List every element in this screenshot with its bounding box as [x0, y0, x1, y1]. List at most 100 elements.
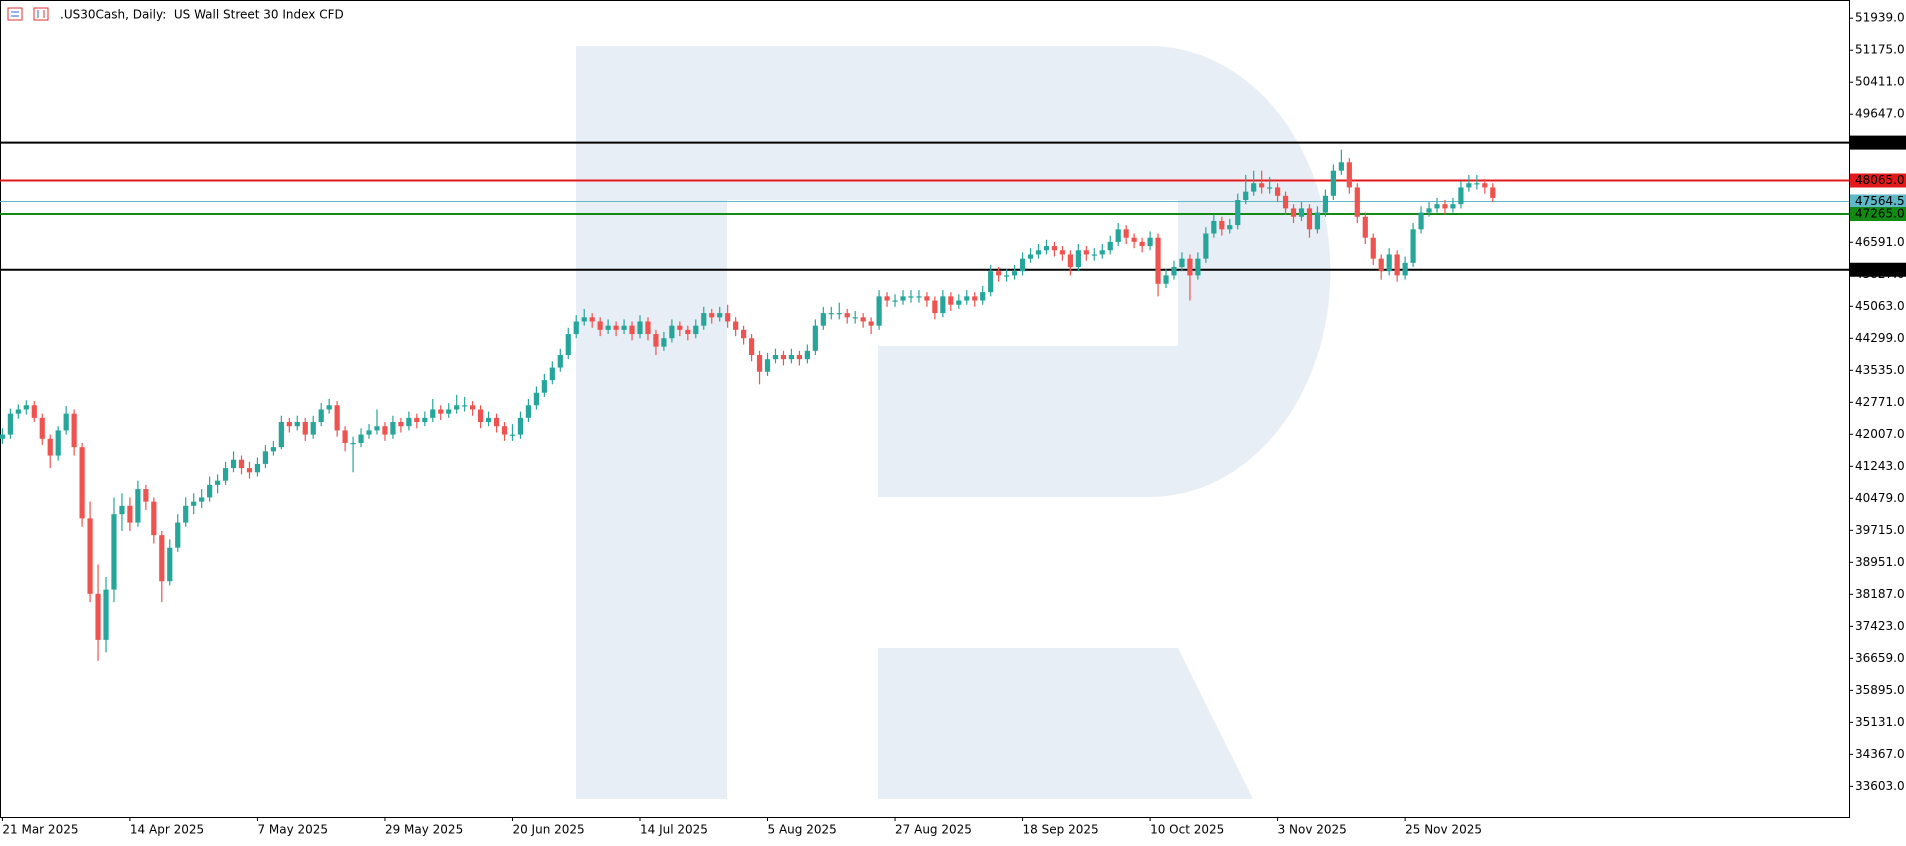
candle-body	[1123, 229, 1129, 238]
candle-body	[175, 522, 181, 548]
level-label-bg	[1850, 194, 1906, 209]
candle-body	[47, 438, 53, 456]
candle-body	[916, 296, 922, 298]
candle-body	[1243, 191, 1249, 200]
candle-body	[1282, 195, 1289, 209]
candle-body	[462, 405, 468, 407]
candle-body	[509, 434, 516, 436]
candle-body	[852, 317, 858, 319]
candle-body	[127, 505, 133, 523]
candle-body	[581, 317, 587, 322]
candle-body	[741, 329, 747, 339]
candle-body	[764, 359, 771, 372]
candle-body	[214, 480, 221, 485]
watermark-stem	[576, 46, 727, 799]
candle-body	[119, 505, 125, 515]
candle-body	[1298, 208, 1305, 217]
y-tick-label: 40479.0	[1855, 491, 1905, 505]
candle-body	[430, 409, 436, 418]
candle-body	[1338, 162, 1344, 171]
candle-body	[1035, 250, 1042, 255]
watermark-leg	[878, 648, 1253, 799]
candle-body	[653, 334, 659, 347]
candle-body	[517, 417, 524, 435]
candle-body	[199, 497, 205, 502]
candle-body	[892, 300, 898, 302]
candle-body	[143, 489, 149, 502]
candle-body	[637, 321, 643, 335]
x-tick-label: 14 Jul 2025	[640, 823, 708, 837]
candle-body	[1322, 195, 1329, 213]
y-tick-label: 37423.0	[1855, 619, 1905, 633]
candle-body	[701, 313, 707, 326]
candle-body	[988, 271, 994, 293]
candle-body	[1482, 183, 1488, 188]
y-tick-label: 41243.0	[1855, 459, 1905, 473]
candle-body	[207, 484, 213, 498]
plot-layer: 51939.051175.050411.049647.046591.045827…	[0, 11, 1906, 837]
candle-body	[940, 296, 946, 314]
candle-body	[1011, 271, 1018, 276]
candle-body	[796, 355, 802, 360]
x-tick-label: 18 Sep 2025	[1023, 823, 1099, 837]
candle-body	[812, 325, 818, 351]
y-tick-label: 46591.0	[1855, 235, 1905, 249]
candle-body	[1171, 267, 1177, 276]
candle-body	[159, 535, 165, 582]
candle-body	[398, 422, 404, 427]
candle-body	[1314, 212, 1321, 230]
candle-body	[629, 325, 635, 335]
candle-body	[1418, 212, 1424, 230]
candle-body	[661, 338, 667, 347]
candle-body	[294, 422, 300, 427]
candle-body	[1434, 204, 1440, 209]
candle-body	[621, 325, 627, 330]
candle-body	[996, 271, 1002, 276]
y-tick-label: 39715.0	[1855, 523, 1905, 537]
candle-body	[780, 355, 787, 360]
x-tick-label: 25 Nov 2025	[1405, 823, 1482, 837]
y-tick-label: 33603.0	[1855, 779, 1905, 793]
candle-body	[1131, 237, 1137, 242]
y-tick-label: 42771.0	[1855, 395, 1905, 409]
candle-body	[533, 392, 539, 406]
x-tick-label: 20 Jun 2025	[512, 823, 584, 837]
candle-body	[884, 296, 890, 301]
candle-body	[485, 417, 492, 423]
candle-body	[111, 514, 117, 590]
candle-body	[1195, 258, 1201, 276]
candle-body	[1219, 220, 1225, 230]
candle-body	[669, 325, 675, 339]
candle-body	[366, 430, 372, 435]
candle-body	[7, 413, 13, 435]
y-tick-label: 44299.0	[1855, 331, 1905, 345]
candle-body	[478, 409, 484, 423]
candle-body	[358, 434, 364, 443]
candle-body	[1490, 187, 1496, 198]
candle-body	[87, 518, 93, 594]
candle-body	[589, 317, 595, 322]
candle-body	[876, 296, 882, 326]
candle-body	[1235, 199, 1241, 226]
toolbar-icons	[7, 7, 49, 21]
candle-body	[230, 459, 237, 469]
candle-body	[956, 300, 962, 305]
x-tick-label: 27 Aug 2025	[895, 823, 972, 837]
candle-body	[1051, 246, 1058, 251]
watermark-bowl	[727, 46, 1331, 497]
candle-body	[406, 417, 412, 427]
candle-body	[900, 296, 906, 301]
candle-body	[1251, 183, 1257, 192]
candle-body	[1290, 208, 1297, 217]
candle-body	[191, 501, 197, 506]
x-tick-label: 29 May 2025	[385, 823, 463, 837]
icon-chart	[33, 7, 49, 21]
candle-body	[565, 334, 571, 356]
candle-body	[71, 413, 77, 448]
candle-body	[605, 325, 611, 330]
candle-body	[262, 451, 269, 464]
level-label: 45935.0	[1855, 262, 1905, 276]
candle-body	[725, 313, 731, 322]
candle-body	[1275, 187, 1281, 196]
